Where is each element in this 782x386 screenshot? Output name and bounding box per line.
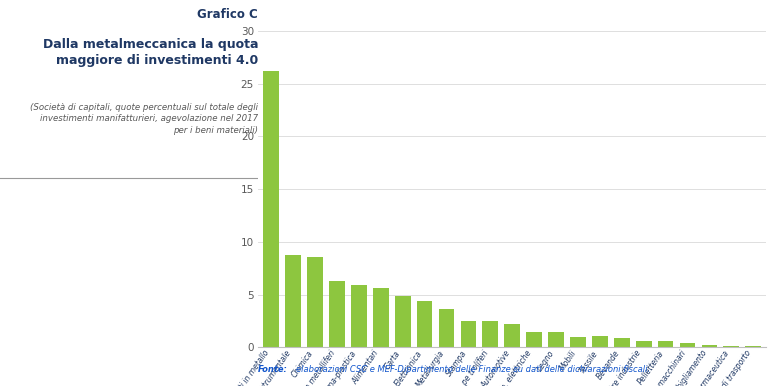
Bar bbox=[439, 310, 454, 347]
Bar bbox=[351, 285, 367, 347]
Bar bbox=[548, 332, 564, 347]
Bar bbox=[526, 332, 542, 347]
Bar bbox=[373, 288, 389, 347]
Bar bbox=[570, 337, 586, 347]
Text: Grafico C: Grafico C bbox=[197, 8, 258, 21]
Bar bbox=[285, 254, 301, 347]
Bar bbox=[658, 341, 673, 347]
Bar bbox=[745, 346, 761, 347]
Bar bbox=[723, 346, 739, 347]
Bar bbox=[307, 257, 323, 347]
Bar bbox=[636, 341, 651, 347]
Text: Fonte:: Fonte: bbox=[258, 366, 288, 374]
Bar bbox=[264, 71, 279, 347]
Bar bbox=[504, 324, 520, 347]
Bar bbox=[592, 336, 608, 347]
Text: Dalla metalmeccanica la quota
maggiore di investimenti 4.0: Dalla metalmeccanica la quota maggiore d… bbox=[42, 38, 258, 67]
Bar bbox=[395, 296, 411, 347]
Text: elaborazioni CSC e MEF-Dipartimento delle Finanze su dati delle dichiarazioni fi: elaborazioni CSC e MEF-Dipartimento dell… bbox=[296, 366, 650, 374]
Bar bbox=[482, 321, 498, 347]
Bar bbox=[701, 345, 717, 347]
Bar bbox=[680, 343, 695, 347]
Bar bbox=[329, 281, 345, 347]
Bar bbox=[417, 301, 432, 347]
Bar bbox=[614, 338, 630, 347]
Bar bbox=[461, 321, 476, 347]
Text: (Società di capitali, quote percentuali sul totale degli
investimenti manifattur: (Società di capitali, quote percentuali … bbox=[30, 103, 258, 135]
